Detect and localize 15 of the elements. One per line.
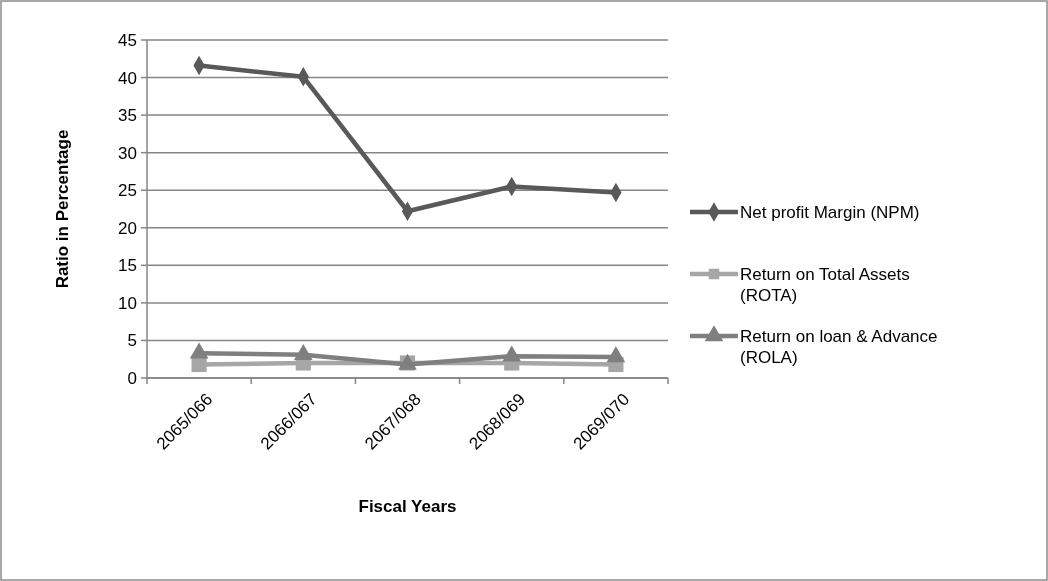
- legend-label: Net profit Margin (NPM): [740, 202, 920, 222]
- y-axis-title: Ratio in Percentage: [53, 129, 72, 289]
- y-tick-label: 5: [127, 331, 137, 351]
- x-axis-title: Fiscal Years: [358, 497, 457, 516]
- y-tick-label: 40: [118, 68, 137, 88]
- y-tick-label: 15: [118, 256, 137, 276]
- y-tick-label: 10: [118, 293, 137, 313]
- y-tick-label: 45: [118, 30, 137, 50]
- y-tick-label: 0: [127, 368, 137, 388]
- legend-label: Return on Total Assets (ROTA): [740, 264, 910, 306]
- y-tick-label: 20: [118, 218, 137, 238]
- y-tick-label: 35: [118, 106, 137, 126]
- y-tick-label: 25: [118, 181, 137, 201]
- legend-label: Return on loan & Advance (ROLA): [740, 326, 938, 368]
- y-tick-label: 30: [118, 143, 137, 163]
